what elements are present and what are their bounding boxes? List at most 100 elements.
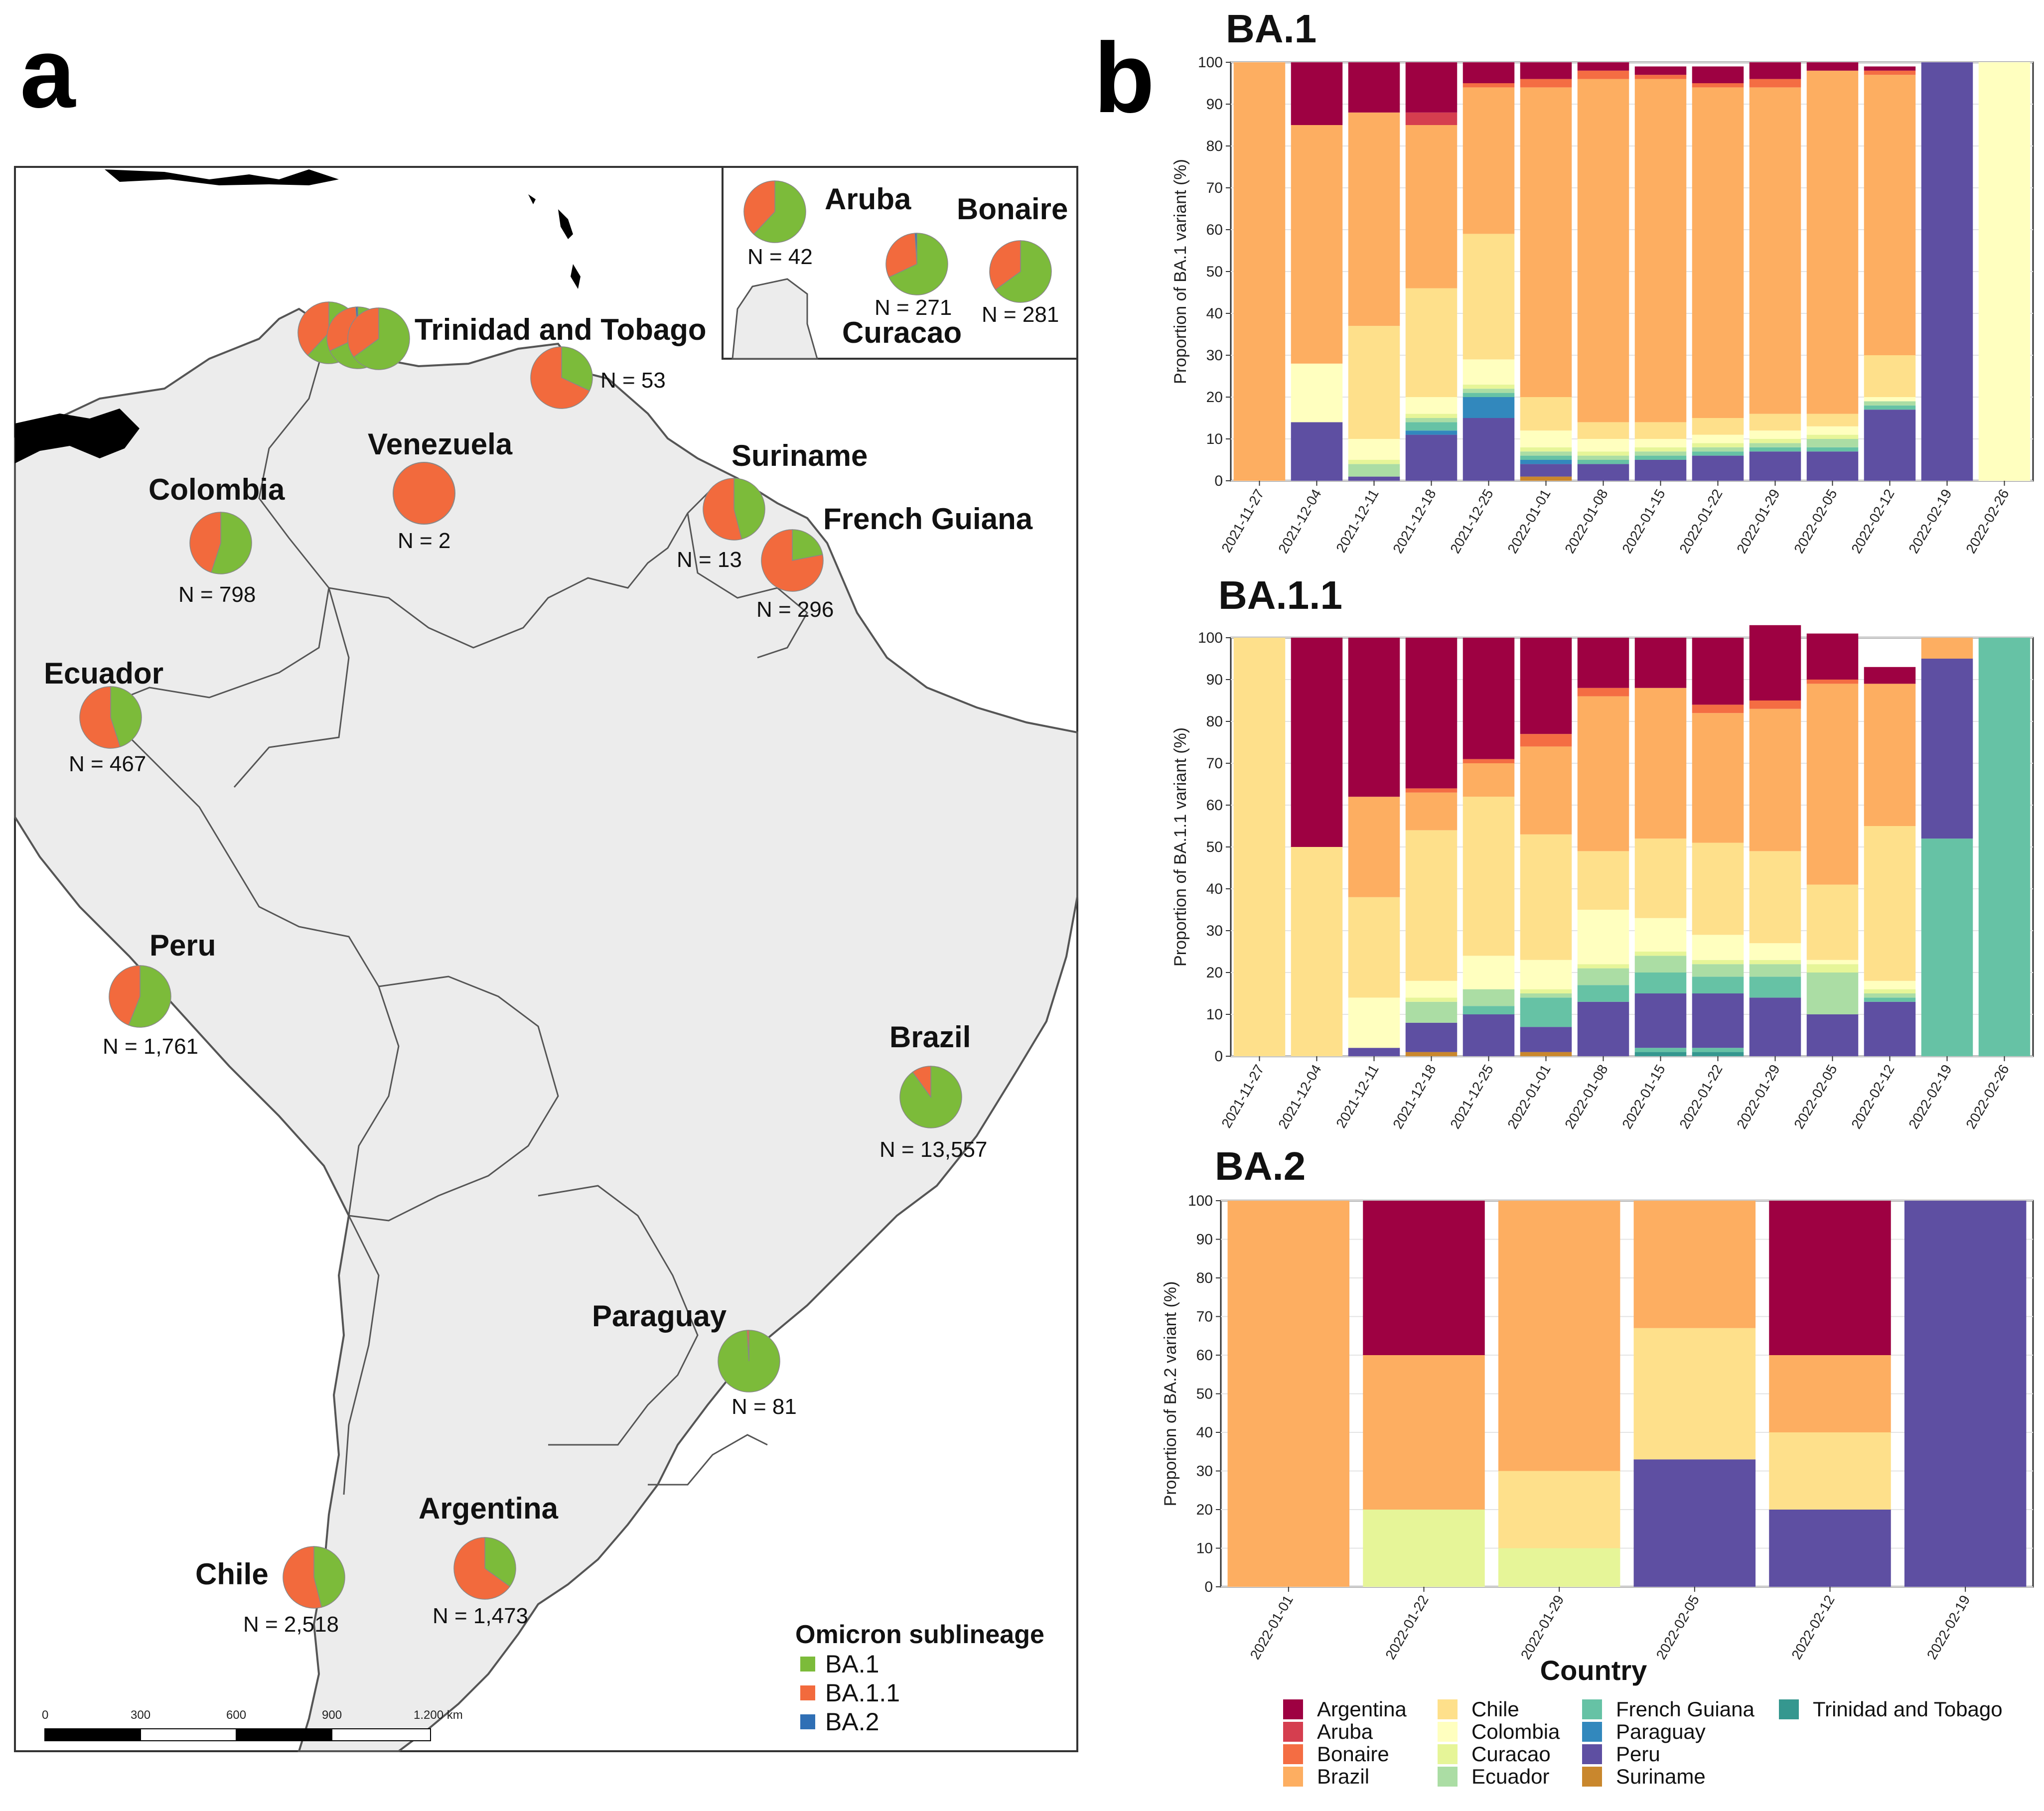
y-tick-label: 70 [1206,180,1223,196]
bar-segment-french-guiana [1520,997,1572,1027]
pie-aruba [743,180,806,243]
bar-segment-brazil [1769,1355,1891,1432]
y-tick-label: 50 [1196,1386,1213,1402]
bar-segment-brazil [1749,87,1801,414]
pie-slice-ba11 [283,1546,322,1609]
legend-swatch-paraguay [1582,1722,1602,1742]
bar-segment-chile [1520,397,1572,431]
bar-segment-curacao [1520,989,1572,993]
y-tick-label: 20 [1206,389,1223,406]
bar-segment-suriname [1405,1052,1458,1056]
bar-segment-brazil [1634,688,1687,839]
y-tick-label: 20 [1206,965,1223,981]
n-count-paraguay: N = 81 [731,1394,797,1419]
bar-segment-curacao [1634,447,1687,452]
caribbean-landmass [105,169,339,185]
bar-segment-bonaire [1520,79,1572,88]
sublineage-legend: Omicron sublineage BA.1 BA.1.1 BA.2 [795,1620,1044,1736]
bar-segment-brazil [1634,79,1687,422]
legend-label-argentina: Argentina [1317,1697,1407,1721]
bar-segment-french-guiana [1577,460,1629,464]
y-tick-label: 70 [1206,755,1223,772]
bar-segment-argentina [1749,625,1801,700]
bar-segment-french-guiana [1462,1006,1515,1014]
bar-segment-peru [1520,1027,1572,1052]
bar-segment-curacao [1749,439,1801,443]
pie-peru [109,965,171,1028]
bar-segment-curacao [1498,1548,1620,1587]
n-count-colombia: N = 798 [178,582,256,607]
bar-segment-french-guiana [1978,638,2031,1056]
bar-segment-peru [1634,993,1687,1048]
bar-segment-french-guiana [1749,976,1801,998]
bar-segment-chile [1634,838,1687,918]
scale-seg-1 [44,1728,141,1741]
bar-segment-brazil [1520,746,1572,835]
y-tick-label: 90 [1196,1232,1213,1248]
n-count-trinidad: N = 53 [600,368,666,393]
bar-segment-peru [1462,418,1515,481]
bar-segment-peru [1348,476,1400,481]
panel-b-letter: b [1094,22,1155,134]
pie-slice-ba1 [484,1537,516,1587]
bar-segment-colombia [1462,359,1515,385]
bar-segment-curacao [1363,1510,1485,1587]
legend-swatch-french-guiana [1582,1699,1602,1719]
bar-segment-colombia [1634,439,1687,447]
bar-segment-peru [1577,464,1629,481]
bar-segment-brazil [1921,638,1973,659]
bar-segment-french-guiana [1405,422,1458,431]
pie-slice-ba1 [792,529,823,561]
bar-segment-peru [1921,659,1973,839]
bar-segment-peru [1577,1001,1629,1056]
x-tick-label: 2022-01-08 [1562,1062,1610,1132]
bar-segment-french-guiana [1921,838,1973,1056]
bar-segment-ecuador [1577,968,1629,985]
bar-segment-ecuador [1692,964,1744,977]
bar-segment-french-guiana [1692,976,1744,993]
bar-segment-chile [1348,897,1400,998]
y-axis-label: Proportion of BA.1.1 variant (%) [1171,727,1190,967]
bar-segment-ecuador [1462,989,1515,1006]
bar-segment-chile [1462,797,1515,956]
bar-segment-colombia [1577,439,1629,452]
bar-segment-french-guiana [1577,985,1629,1002]
bar-segment-peru [1692,455,1744,481]
y-tick-label: 0 [1214,1048,1223,1065]
legend-label-chile: Chile [1471,1697,1519,1721]
bar-segment-colombia [1405,397,1458,414]
bar-segment-ecuador [1348,464,1400,477]
bar-segment-bonaire [1405,788,1458,793]
bar-segment-french-guiana [1462,393,1515,397]
country-name-french-guiana: French Guiana [823,502,1033,536]
bar-segment-brazil [1577,696,1629,851]
pie-ecuador [79,686,142,749]
bar-segment-peru [1462,1014,1515,1056]
bar-segment-trinidad-and-tobago [1634,1052,1687,1056]
y-tick-label: 80 [1206,713,1223,730]
bar-segment-brazil [1227,1201,1350,1587]
x-tick-label: 2022-01-01 [1504,487,1553,557]
pie-slice-ba11 [703,478,742,541]
bar-segment-argentina [1348,638,1400,797]
bar-segment-colombia [1749,943,1801,960]
bar-segment-peru [1520,464,1572,477]
bar-segment-chile [1405,830,1458,981]
x-tick-label: 2022-01-01 [1247,1593,1296,1663]
y-tick-label: 10 [1206,431,1223,447]
bar-segment-chile [1577,422,1629,439]
pie-french-guiana [761,529,824,592]
x-axis-label-country: Country [1540,1655,1647,1686]
n-count-suriname: N = 13 [677,548,742,572]
y-tick-label: 40 [1206,305,1223,322]
n-count-aruba: N = 42 [747,245,813,269]
x-tick-label: 2022-01-29 [1734,487,1782,557]
bar-segment-french-guiana [1806,447,1859,452]
bar-segment-argentina [1405,638,1458,789]
bar-segment-curacao [1405,414,1458,418]
bar-segment-chile [1806,414,1859,426]
legend-swatch-aruba [1283,1722,1303,1742]
scale-label-900: 900 [322,1708,342,1722]
bar-segment-argentina [1363,1201,1485,1355]
